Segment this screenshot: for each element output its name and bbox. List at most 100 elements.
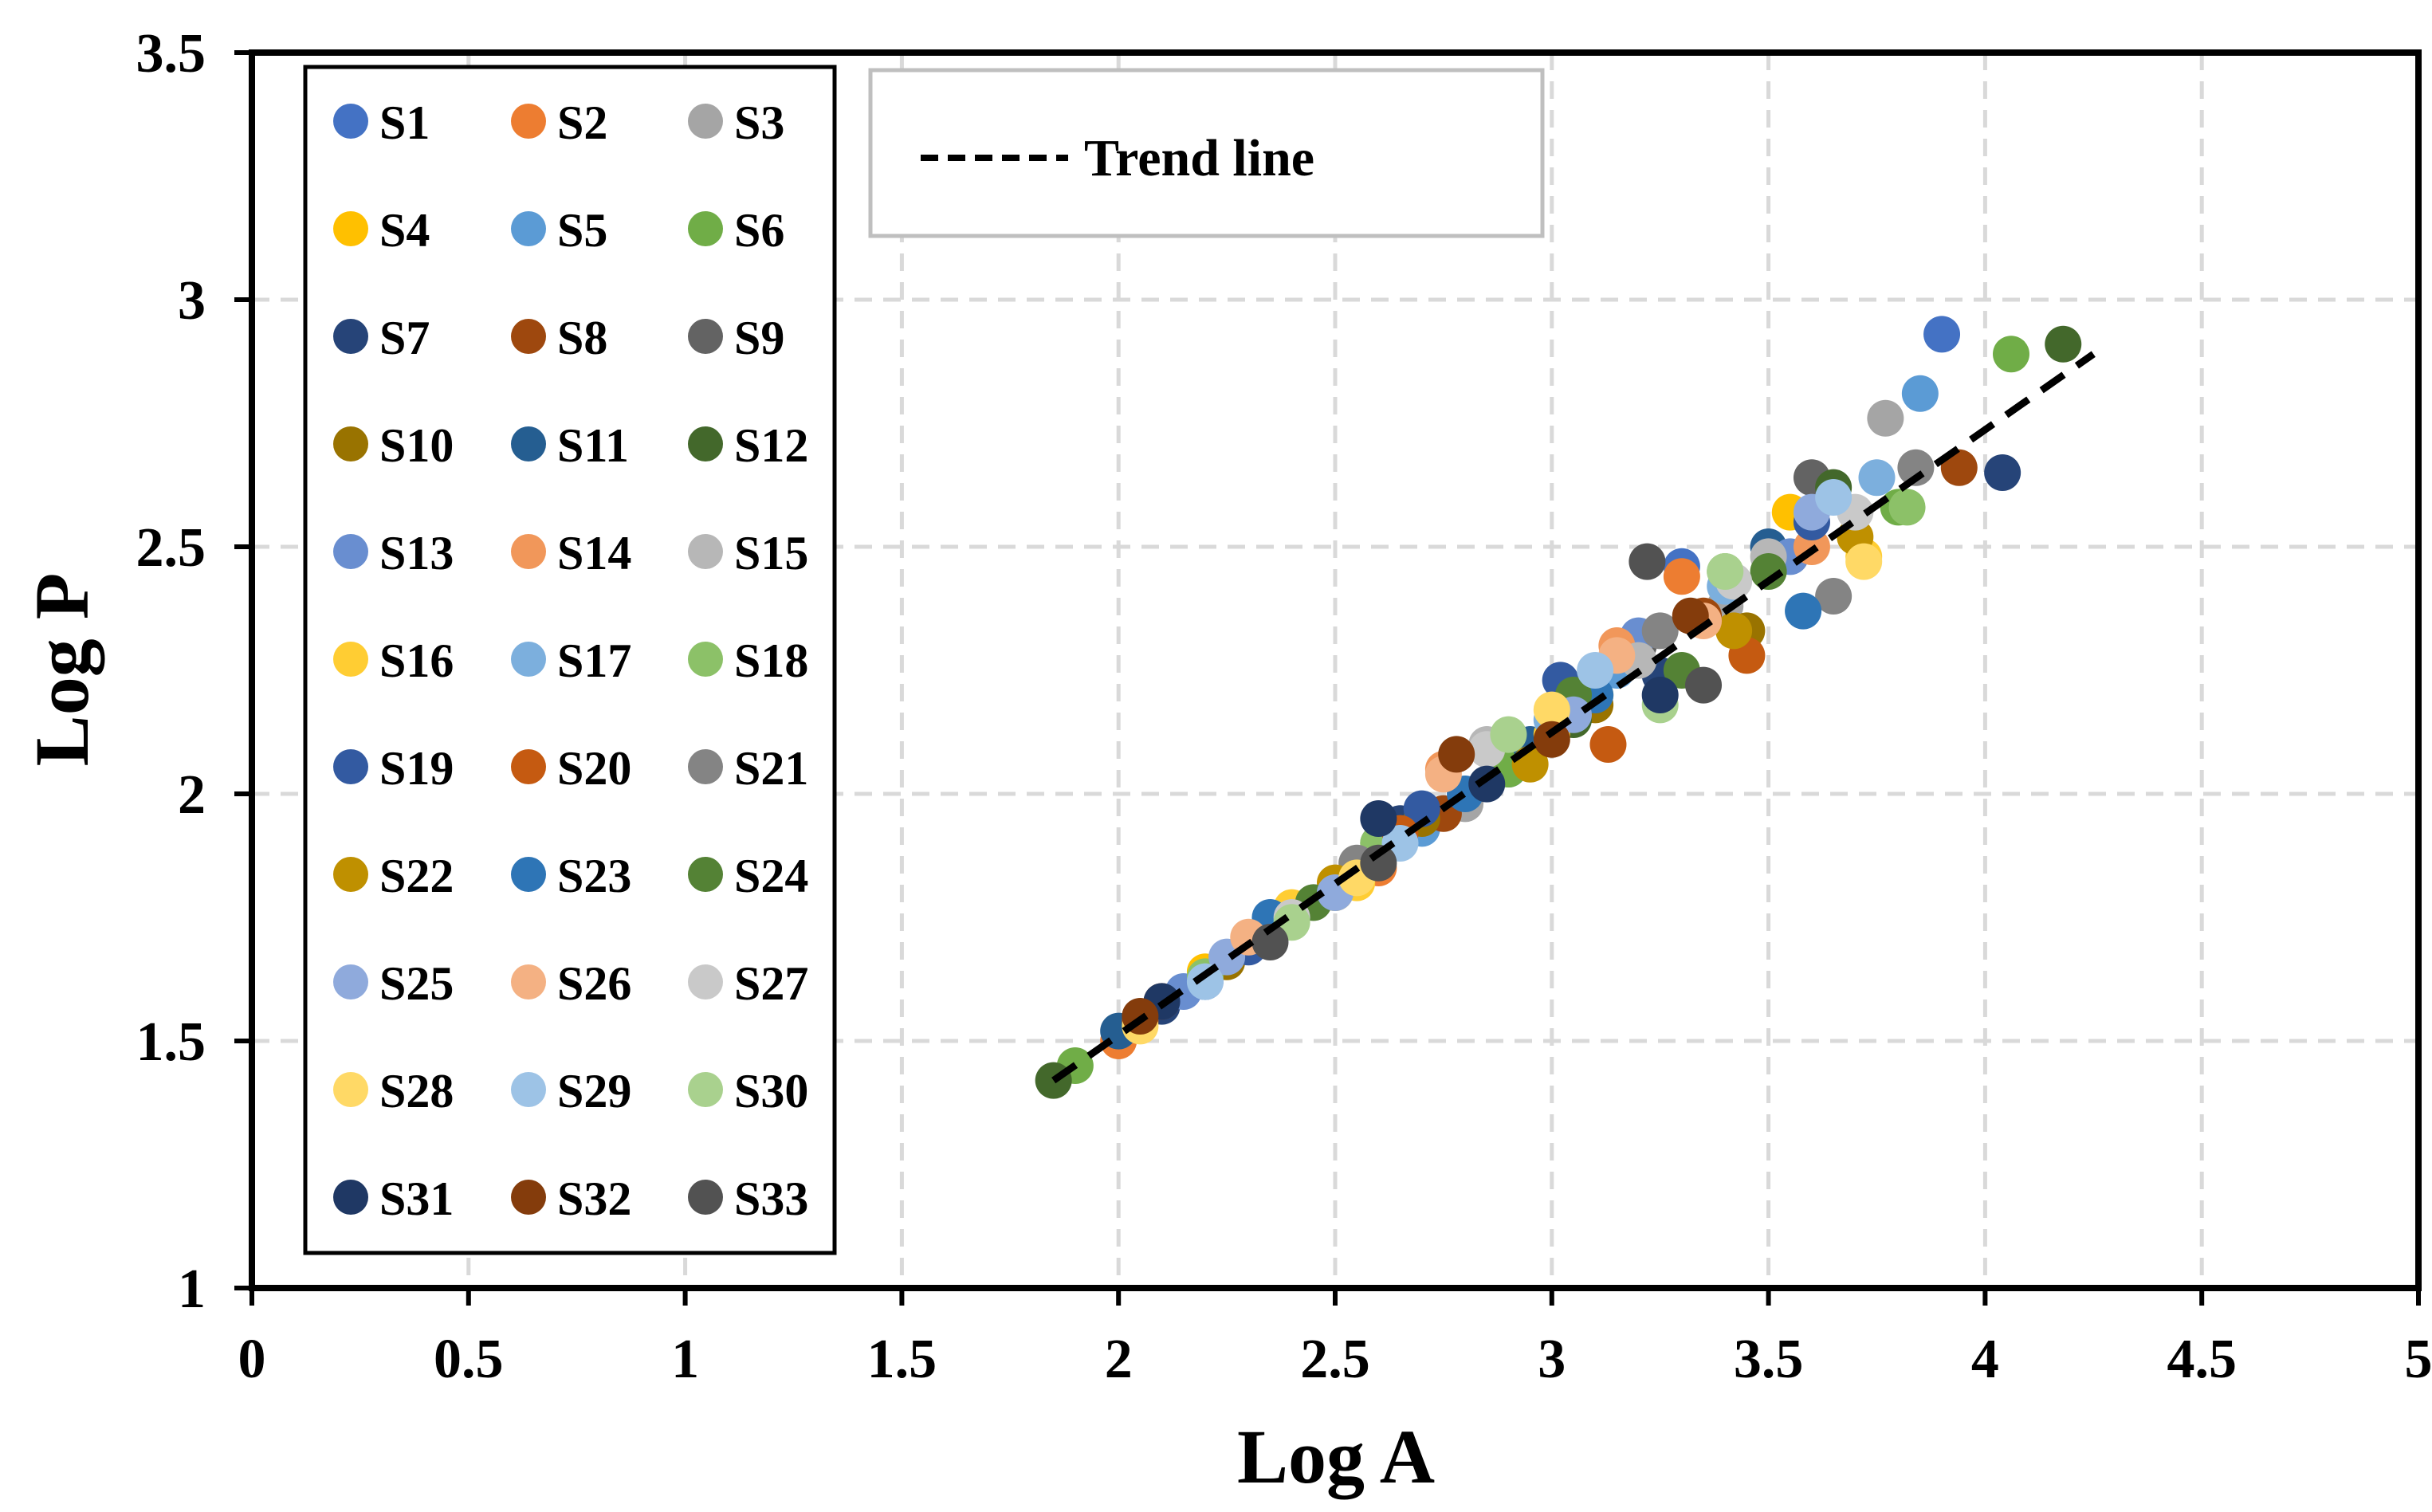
legend-box	[303, 65, 837, 1255]
legend-item-s26: S26	[511, 957, 631, 1010]
legend-items: S1 S2 S3 S4 S5 S6 S7 S8 S9 S10 S11 S12 S13 S14 S15 S16 S…	[333, 96, 808, 1225]
x-tick-label: 2	[1105, 1329, 1133, 1390]
legend-item-s9: S9	[688, 312, 784, 364]
data-point-s28	[1845, 543, 1883, 580]
legend-marker	[333, 426, 368, 461]
x-tick-label: 2.5	[1300, 1329, 1370, 1390]
legend-marker	[511, 642, 546, 677]
legend-marker	[511, 1180, 546, 1215]
legend-marker	[511, 749, 546, 784]
legend-item-s14: S14	[511, 527, 631, 579]
legend-item-s24: S24	[688, 850, 808, 902]
y-tick-label: 3	[178, 270, 206, 332]
data-point-s29	[1577, 652, 1614, 689]
data-point-s32	[1438, 736, 1475, 773]
legend-marker	[688, 426, 723, 461]
x-tick-label: 0	[238, 1329, 266, 1390]
trend-legend: Trend line	[868, 68, 1545, 238]
data-point-s30	[1707, 553, 1744, 590]
legend-item-s23: S23	[511, 850, 631, 902]
legend-item-s16: S16	[333, 634, 454, 687]
legend-label: S31	[379, 1172, 454, 1225]
data-point-s21	[1897, 449, 1935, 486]
legend-item-s25: S25	[333, 957, 454, 1010]
legend-item-s2: S2	[511, 96, 607, 149]
legend-marker	[688, 1180, 723, 1215]
legend-marker	[333, 211, 368, 246]
legend-label: S2	[557, 96, 607, 149]
legend-label: S6	[734, 204, 784, 257]
data-point-s20	[1589, 726, 1627, 763]
data-point-s3	[1867, 399, 1904, 437]
legend-label: S1	[379, 96, 430, 149]
legend-label: S28	[379, 1065, 454, 1117]
legend-marker	[511, 211, 546, 246]
y-axis-ticks: 1 1.5 2 2.5 3 3.5	[136, 23, 252, 1320]
legend-marker	[333, 1072, 368, 1107]
legend: S1 S2 S3 S4 S5 S6 S7 S8 S9 S10 S11 S12 S13 S14 S15 S16 S…	[303, 65, 837, 1255]
data-point-s21	[1815, 578, 1852, 615]
legend-marker	[333, 1180, 368, 1215]
legend-item-s20: S20	[511, 742, 631, 795]
legend-marker	[688, 104, 723, 139]
legend-label: S25	[379, 957, 454, 1010]
legend-item-s4: S4	[333, 204, 430, 257]
legend-item-s22: S22	[333, 850, 454, 902]
trend-line	[1051, 351, 2096, 1084]
legend-marker	[688, 857, 723, 892]
legend-marker	[688, 211, 723, 246]
legend-label: S16	[379, 634, 454, 687]
legend-item-s28: S28	[333, 1065, 454, 1117]
legend-item-s27: S27	[688, 957, 808, 1010]
legend-label: S7	[379, 312, 430, 364]
data-point-s18	[1888, 489, 1926, 526]
legend-marker	[333, 857, 368, 892]
data-point-s7	[1984, 454, 2021, 491]
y-tick-label: 2.5	[136, 517, 206, 579]
legend-item-s1: S1	[333, 96, 430, 149]
legend-label: S14	[557, 527, 631, 579]
legend-label: S11	[557, 419, 629, 472]
x-tick-label: 0.5	[434, 1329, 504, 1390]
legend-label: S13	[379, 527, 454, 579]
legend-label: S3	[734, 96, 784, 149]
legend-marker	[333, 534, 368, 569]
legend-marker	[511, 534, 546, 569]
legend-label: S10	[379, 419, 454, 472]
y-tick-label: 1.5	[136, 1011, 206, 1073]
legend-item-s33: S33	[688, 1172, 808, 1225]
legend-item-s10: S10	[333, 419, 454, 472]
legend-marker	[511, 319, 546, 354]
legend-label: S4	[379, 204, 430, 257]
legend-marker	[333, 964, 368, 999]
data-point-s19	[1403, 790, 1440, 827]
legend-label: S18	[734, 634, 808, 687]
x-tick-label: 4	[1971, 1329, 1999, 1390]
x-tick-label: 3.5	[1734, 1329, 1804, 1390]
data-point-s6	[1993, 336, 2030, 373]
legend-item-s7: S7	[333, 312, 430, 364]
legend-label: S23	[557, 850, 631, 902]
legend-label: S26	[557, 957, 631, 1010]
legend-item-s32: S32	[511, 1172, 631, 1225]
legend-label: S24	[734, 850, 808, 902]
trend-legend-label: Trend line	[1084, 129, 1314, 187]
legend-item-s3: S3	[688, 96, 784, 149]
data-point-s33	[1685, 666, 1723, 704]
data-point-s33	[1629, 543, 1666, 580]
legend-marker	[688, 1072, 723, 1107]
y-tick-label: 1	[178, 1259, 206, 1320]
trend-legend-box	[868, 68, 1545, 238]
legend-marker	[511, 426, 546, 461]
data-point-s24	[1750, 553, 1787, 590]
y-axis-title: Log P	[19, 573, 104, 767]
legend-marker	[688, 642, 723, 677]
legend-marker	[333, 319, 368, 354]
y-tick-label: 2	[178, 764, 206, 826]
legend-marker	[511, 104, 546, 139]
legend-item-s18: S18	[688, 634, 808, 687]
x-axis-title: Log A	[1237, 1414, 1435, 1499]
data-point-s2	[1663, 558, 1700, 595]
data-point-s31	[1641, 677, 1679, 713]
legend-item-s12: S12	[688, 419, 808, 472]
